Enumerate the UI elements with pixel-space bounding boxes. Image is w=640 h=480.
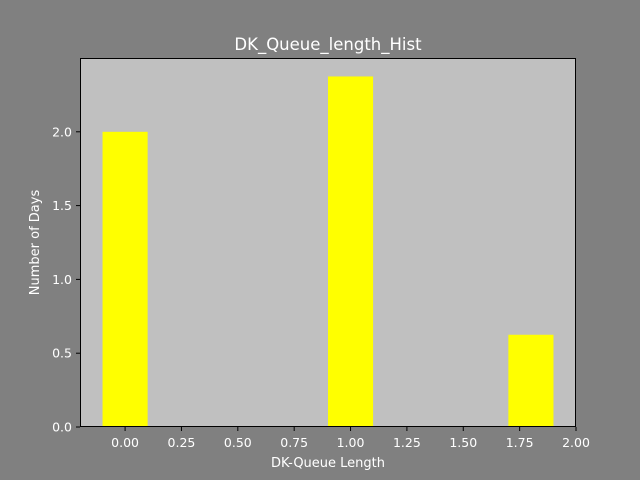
bars-layer (102, 76, 554, 428)
x-tick-label: 1.50 (449, 435, 477, 450)
y-tick-label: 1.0 (52, 272, 72, 287)
x-tick-label: 0.00 (111, 435, 139, 450)
x-tick-label: 0.75 (280, 435, 308, 450)
chart-title: DK_Queue_length_Hist (234, 35, 422, 55)
y-tick-label: 0.0 (52, 420, 72, 435)
x-tick-label: 2.00 (562, 435, 590, 450)
plot-frame (80, 58, 576, 427)
y-axis: 0.0 0.5 1.0 1.5 2.0 (52, 124, 80, 435)
x-tick-label: 0.25 (168, 435, 196, 450)
y-tick-label: 2.0 (52, 124, 72, 139)
x-tick-label: 1.25 (393, 435, 421, 450)
x-axis-label: DK-Queue Length (271, 456, 385, 471)
x-axis: 0.00 0.25 0.50 0.75 1.00 1.25 1.50 1.75 2.00 (111, 427, 590, 450)
x-tick-label: 1.75 (506, 435, 534, 450)
x-tick-label: 0.50 (224, 435, 252, 450)
y-axis-label: Number of Days (28, 190, 43, 296)
bar-1 (328, 76, 374, 427)
y-tick-label: 1.5 (52, 198, 72, 213)
bar-0 (102, 131, 148, 428)
y-tick-label: 0.5 (52, 346, 72, 361)
x-tick-label: 1.00 (337, 435, 365, 450)
bar-2 (508, 334, 554, 427)
